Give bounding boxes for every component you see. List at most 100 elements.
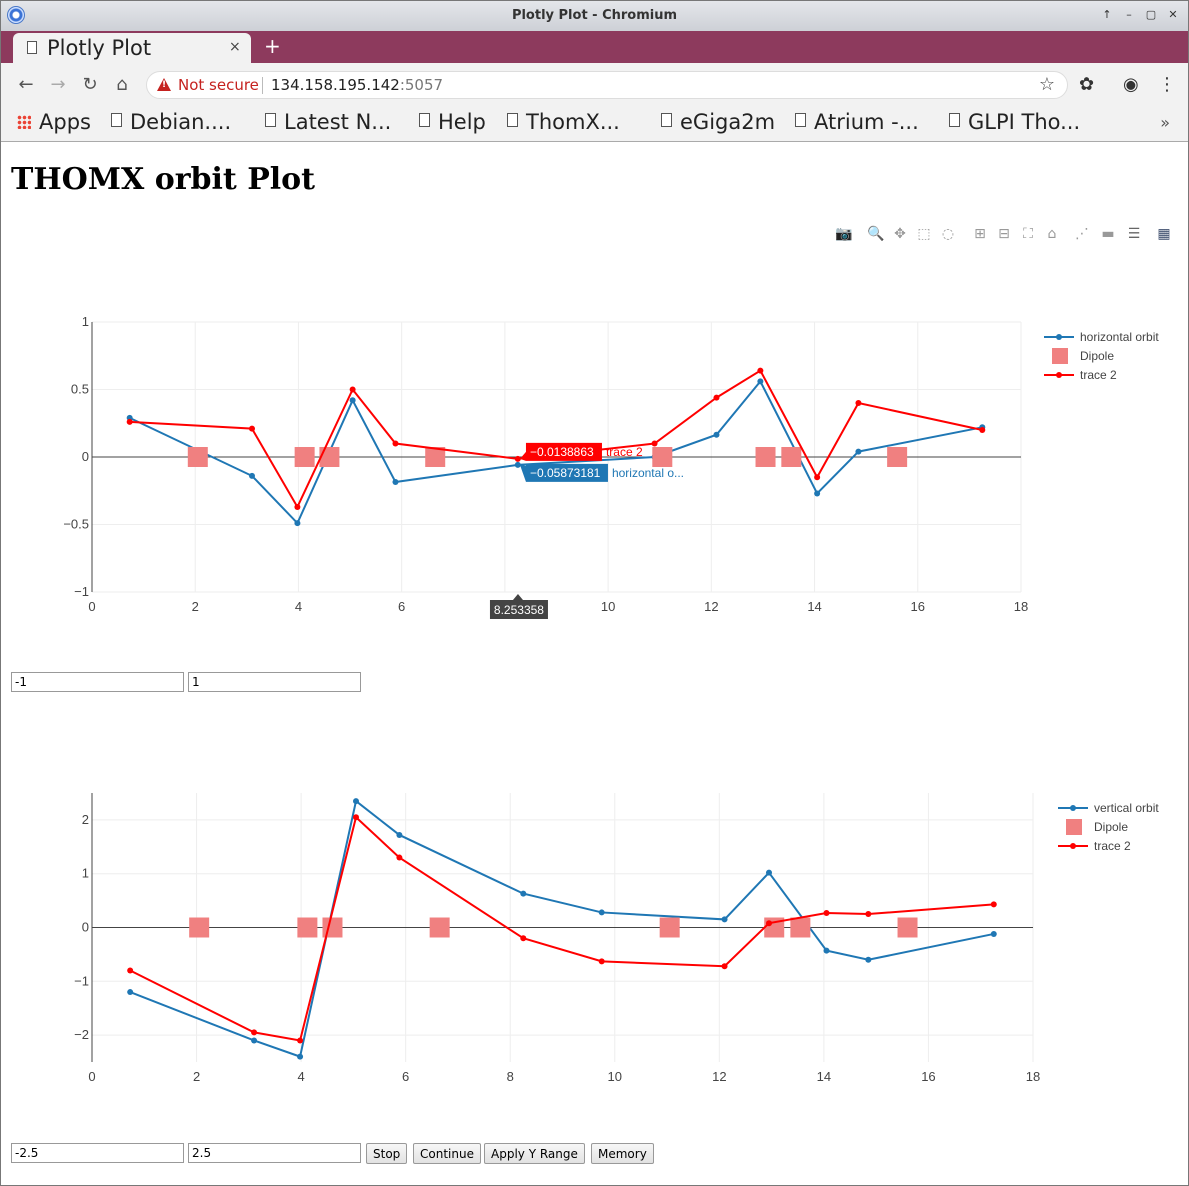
stop-button[interactable]: Stop <box>366 1143 408 1164</box>
maximize-icon[interactable]: ▢ <box>1145 8 1157 21</box>
data-point <box>126 418 133 425</box>
bookmark-glpi[interactable]: GLPI Tho... <box>949 110 1080 134</box>
extension-icon[interactable]: ✿ <box>1079 74 1095 95</box>
y-max-input-1[interactable] <box>188 672 361 692</box>
y-tick-label: −2 <box>74 1027 89 1042</box>
data-point <box>392 440 399 447</box>
data-point <box>251 1029 258 1036</box>
bookmark-latest-news[interactable]: Latest N... <box>265 110 391 134</box>
data-point <box>990 901 997 908</box>
data-point <box>990 930 997 937</box>
address-bar[interactable]: Not secure 134.158.195.142:5057 ☆ <box>146 71 1068 99</box>
data-point <box>865 956 872 963</box>
reset-axes-icon[interactable]: ⌂ <box>1047 226 1057 242</box>
box-select-icon[interactable]: ⬚ <box>917 226 931 242</box>
data-point <box>127 967 134 974</box>
bookmark-star-icon[interactable]: ☆ <box>1038 74 1055 95</box>
bookmark-label: Atrium -... <box>814 110 919 134</box>
data-point <box>349 386 356 393</box>
bookmark-atrium[interactable]: Atrium -... <box>795 110 919 134</box>
y-max-input-2[interactable] <box>188 1143 361 1163</box>
data-point <box>823 947 830 954</box>
hover-compare-icon[interactable]: ☰ <box>1127 226 1141 242</box>
memory-button[interactable]: Memory <box>591 1143 654 1164</box>
bookmark-thomx[interactable]: ThomX... <box>507 110 620 134</box>
y-tick-label: 0.5 <box>71 382 89 397</box>
forward-icon[interactable]: → <box>50 74 66 95</box>
bookmark-label: GLPI Tho... <box>968 110 1081 134</box>
data-point <box>713 431 720 438</box>
lasso-select-icon[interactable]: ◌ <box>941 226 955 242</box>
tab-close-icon[interactable]: × <box>229 39 241 55</box>
hover-x-label: 8.253358 <box>489 594 548 619</box>
camera-icon[interactable]: 📷 <box>835 226 853 242</box>
dipole-marker <box>189 917 210 938</box>
x-tick-label: 12 <box>704 599 718 614</box>
tab-plotly-plot[interactable]: Plotly Plot × <box>13 33 251 63</box>
y-tick-label: 1 <box>82 314 89 329</box>
page-icon <box>661 113 672 127</box>
url-text[interactable]: 134.158.195.142:5057 <box>271 76 443 94</box>
reload-icon[interactable]: ↻ <box>82 74 98 95</box>
new-tab-button[interactable]: + <box>264 34 281 58</box>
autoscale-icon[interactable]: ⛶ <box>1023 226 1033 242</box>
data-point <box>765 920 772 927</box>
legend-label: Dipole <box>1094 820 1128 834</box>
bookmark-apps[interactable]: Apps <box>17 110 91 134</box>
hover-closest-icon[interactable]: ▬ <box>1101 226 1115 242</box>
spike-lines-icon[interactable]: ⋰ <box>1075 226 1089 242</box>
legend-label: horizontal orbit <box>1080 330 1159 344</box>
menu-icon[interactable]: ⋮ <box>1158 74 1176 95</box>
security-label[interactable]: Not secure <box>178 76 259 94</box>
page-icon <box>507 113 518 127</box>
data-point <box>721 963 728 970</box>
chromium-icon <box>7 6 25 24</box>
data-point <box>721 916 728 923</box>
hover-name-trace2: trace 2 <box>606 445 643 459</box>
home-icon[interactable]: ⌂ <box>116 74 128 95</box>
legend-label: Dipole <box>1080 349 1114 363</box>
url-port: :5057 <box>399 76 444 94</box>
x-tick-label: 12 <box>712 1069 726 1084</box>
hover-x-value: 8.253358 <box>494 603 544 617</box>
data-point <box>353 814 360 821</box>
window-title: Plotly Plot - Chromium <box>511 8 678 23</box>
data-point <box>757 367 764 374</box>
data-point <box>814 474 821 481</box>
back-icon[interactable]: ← <box>18 74 34 95</box>
legend-label: trace 2 <box>1080 368 1117 382</box>
bookmark-egiga2m[interactable]: eGiga2m <box>661 110 775 134</box>
bookmark-label: Latest N... <box>284 110 392 134</box>
plotly-logo-icon[interactable]: ▦ <box>1157 226 1171 242</box>
bookmark-debian[interactable]: Debian.... <box>111 110 231 134</box>
zoom-out-icon[interactable]: ⊟ <box>998 226 1010 242</box>
pan-icon[interactable]: ✥ <box>894 226 906 242</box>
bookmark-label: ThomX... <box>526 110 620 134</box>
data-point <box>855 400 862 406</box>
zoom-in-icon[interactable]: ⊞ <box>974 226 986 242</box>
data-point <box>294 520 301 527</box>
profile-icon[interactable]: ◉ <box>1123 74 1139 95</box>
y-tick-label: 0 <box>82 920 89 935</box>
legend-swatch <box>1066 819 1082 835</box>
bookmark-label: eGiga2m <box>680 110 776 134</box>
page-icon <box>265 113 276 127</box>
x-tick-label: 4 <box>295 599 302 614</box>
up-icon[interactable]: ↑ <box>1102 8 1112 21</box>
zoom-icon[interactable]: 🔍 <box>867 226 885 242</box>
minimize-icon[interactable]: – <box>1126 8 1132 21</box>
x-tick-label: 0 <box>88 599 95 614</box>
y-min-input-2[interactable] <box>11 1143 184 1163</box>
bookmark-help[interactable]: Help <box>419 110 486 134</box>
bookmarks-overflow-icon[interactable]: » <box>1160 113 1170 132</box>
continue-button[interactable]: Continue <box>413 1143 481 1164</box>
close-icon[interactable]: ✕ <box>1168 8 1178 21</box>
data-point <box>353 798 360 805</box>
y-min-input-1[interactable] <box>11 672 184 692</box>
page-content: THOMX orbit Plot 📷 🔍 ✥ ⬚ ◌ ⊞ ⊟ ⛶ ⌂ ⋰ ▬ ☰… <box>1 142 1188 1185</box>
apply-y-range-button[interactable]: Apply Y Range <box>484 1143 585 1164</box>
data-point <box>297 1037 304 1044</box>
